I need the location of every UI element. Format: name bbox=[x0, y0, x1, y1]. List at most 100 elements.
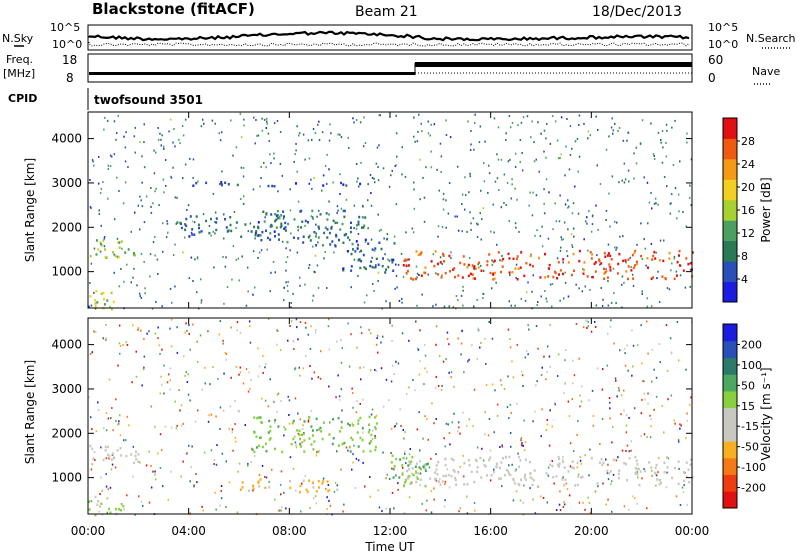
echo-cell bbox=[423, 271, 426, 274]
echo-speckle bbox=[170, 345, 173, 348]
echo-cell bbox=[603, 251, 606, 255]
echo-speckle bbox=[665, 141, 667, 144]
echo-cell bbox=[444, 463, 447, 467]
echo-speckle bbox=[625, 431, 628, 434]
echo-cell bbox=[404, 481, 407, 484]
echo-speckle bbox=[208, 225, 211, 227]
echo-speckle bbox=[531, 120, 533, 123]
echo-cell bbox=[622, 259, 625, 263]
echo-cell bbox=[266, 236, 269, 240]
echo-speckle bbox=[565, 145, 567, 148]
echo-speckle bbox=[359, 250, 361, 253]
echo-cell bbox=[678, 254, 680, 257]
echo-speckle bbox=[150, 405, 152, 408]
echo-cell bbox=[437, 460, 440, 464]
echo-cell bbox=[476, 470, 479, 473]
echo-speckle bbox=[483, 180, 486, 183]
echo-cell bbox=[306, 490, 309, 494]
echo-speckle bbox=[404, 452, 406, 455]
echo-speckle bbox=[572, 227, 575, 230]
echo-speckle bbox=[469, 211, 471, 214]
echo-speckle bbox=[605, 209, 608, 212]
echo-speckle bbox=[477, 329, 480, 332]
echo-cell bbox=[532, 265, 534, 268]
echo-speckle bbox=[527, 324, 529, 327]
echo-speckle bbox=[505, 132, 507, 135]
echo-speckle bbox=[623, 389, 625, 392]
echo-cell bbox=[289, 486, 292, 490]
echo-cell bbox=[275, 218, 278, 222]
echo-speckle bbox=[234, 437, 237, 439]
echo-cell bbox=[332, 418, 334, 421]
echo-speckle bbox=[488, 320, 490, 323]
echo-speckle bbox=[373, 290, 375, 292]
echo-speckle bbox=[416, 304, 418, 307]
echo-cell bbox=[557, 261, 560, 264]
echo-cell bbox=[475, 459, 478, 463]
echo-speckle bbox=[294, 397, 297, 400]
echo-speckle bbox=[690, 158, 693, 161]
echo-speckle bbox=[553, 482, 555, 485]
echo-speckle bbox=[132, 276, 134, 279]
echo-cell bbox=[654, 472, 657, 476]
echo-speckle bbox=[445, 358, 447, 361]
echo-cell bbox=[370, 433, 373, 437]
echo-cell bbox=[392, 258, 395, 262]
echo-speckle bbox=[444, 499, 446, 502]
echo-speckle bbox=[626, 444, 629, 447]
noise-sky-label: N.Sky bbox=[2, 32, 34, 45]
echo-speckle bbox=[353, 444, 355, 447]
echo-cell bbox=[453, 476, 456, 480]
echo-speckle bbox=[497, 126, 500, 129]
echo-speckle bbox=[309, 365, 311, 367]
echo-speckle bbox=[312, 245, 314, 248]
echo-cell bbox=[210, 217, 212, 221]
velocity-ylabel: Slant Range [km] bbox=[23, 360, 37, 464]
echo-speckle bbox=[155, 151, 157, 154]
echo-cell bbox=[647, 266, 649, 269]
echo-speckle bbox=[511, 178, 513, 181]
echo-speckle bbox=[106, 119, 109, 122]
echo-speckle bbox=[315, 232, 317, 235]
echo-cell bbox=[281, 450, 284, 454]
echo-cell bbox=[499, 477, 502, 480]
echo-speckle bbox=[326, 508, 328, 511]
echo-cell bbox=[337, 416, 340, 420]
echo-speckle bbox=[472, 425, 474, 428]
echo-speckle bbox=[637, 476, 639, 479]
echo-cell bbox=[554, 270, 556, 274]
echo-speckle bbox=[418, 113, 420, 116]
echo-cell bbox=[370, 440, 372, 443]
echo-cell bbox=[395, 457, 398, 461]
echo-speckle bbox=[180, 475, 182, 478]
echo-speckle bbox=[324, 164, 327, 167]
echo-speckle bbox=[364, 485, 366, 488]
echo-speckle bbox=[678, 210, 680, 213]
echo-speckle bbox=[605, 268, 607, 271]
echo-speckle bbox=[249, 222, 252, 225]
echo-cell bbox=[280, 214, 283, 217]
echo-speckle bbox=[359, 121, 362, 124]
echo-speckle bbox=[242, 175, 245, 178]
echo-speckle bbox=[579, 405, 581, 408]
echo-cell bbox=[652, 254, 655, 258]
echo-cell bbox=[601, 463, 604, 467]
echo-speckle bbox=[466, 230, 468, 233]
echo-speckle bbox=[569, 154, 572, 156]
colorbar-tick-label: 200 bbox=[741, 338, 762, 351]
echo-cell bbox=[656, 478, 659, 481]
echo-cell bbox=[119, 447, 122, 450]
echo-cell bbox=[605, 269, 608, 273]
echo-speckle bbox=[123, 135, 125, 138]
echo-cell bbox=[224, 218, 226, 221]
echo-speckle bbox=[514, 222, 517, 225]
echo-speckle bbox=[578, 501, 581, 504]
echo-cell bbox=[406, 269, 409, 273]
echo-speckle bbox=[569, 442, 572, 445]
echo-cell bbox=[267, 431, 270, 434]
echo-cell bbox=[398, 476, 401, 479]
echo-speckle bbox=[587, 137, 589, 140]
echo-speckle bbox=[678, 440, 680, 443]
echo-speckle bbox=[240, 136, 243, 139]
echo-cell bbox=[524, 478, 527, 481]
